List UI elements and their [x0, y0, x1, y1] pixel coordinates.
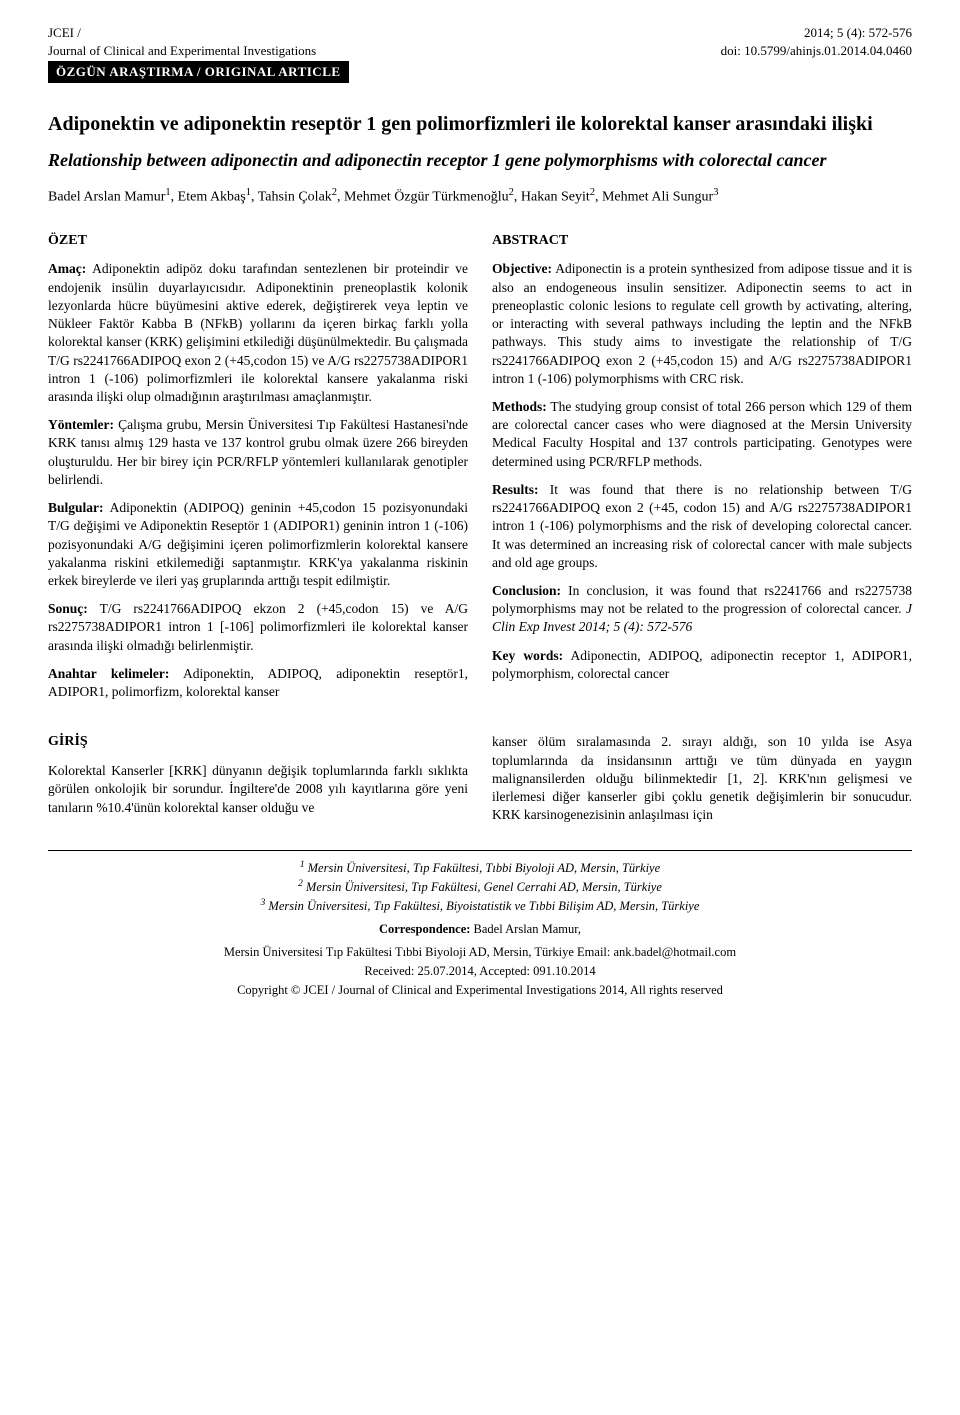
title-turkish: Adiponektin ve adiponektin reseptör 1 ge… — [48, 111, 912, 137]
ozet-keywords-label: Anahtar kelimeler: — [48, 666, 169, 681]
abstract-column: ABSTRACT Objective: Adiponectin is a pro… — [492, 232, 912, 712]
conclusion-label: Conclusion: — [492, 583, 561, 598]
giris-right-text: kanser ölüm sıralamasında 2. sırayı aldı… — [492, 733, 912, 824]
authors-line: Badel Arslan Mamur1, Etem Akbaş1, Tahsin… — [48, 186, 912, 208]
ozet-sonuc: Sonuç: T/G rs2241766ADIPOQ ekzon 2 (+45,… — [48, 600, 468, 655]
abstract-conclusion: Conclusion: In conclusion, it was found … — [492, 582, 912, 637]
journal-left: JCEI / Journal of Clinical and Experimen… — [48, 24, 316, 59]
affiliations-block: 1 Mersin Üniversitesi, Tıp Fakültesi, Tı… — [48, 850, 912, 999]
giris-right: kanser ölüm sıralamasında 2. sırayı aldı… — [492, 733, 912, 824]
abstract-keywords-label: Key words: — [492, 648, 563, 663]
title-english: Relationship between adiponectin and adi… — [48, 149, 912, 172]
giris-section: GİRİŞ Kolorektal Kanserler [KRK] dünyanı… — [48, 733, 912, 824]
abstract-keywords: Key words: Adiponectin, ADIPOQ, adiponec… — [492, 647, 912, 683]
title-block: Adiponektin ve adiponektin reseptör 1 ge… — [48, 111, 912, 208]
abstract-heading: ABSTRACT — [492, 232, 912, 251]
bulgular-label: Bulgular: — [48, 500, 104, 515]
results-label: Results: — [492, 482, 539, 497]
abstract-methods: Methods: The studying group consist of t… — [492, 398, 912, 471]
article-type-tag: ÖZGÜN ARAŞTIRMA / ORIGINAL ARTICLE — [48, 61, 349, 83]
objective-text: Adiponectin is a protein synthesized fro… — [492, 261, 912, 385]
sonuc-label: Sonuç: — [48, 601, 88, 616]
abstract-objective: Objective: Adiponectin is a protein synt… — [492, 260, 912, 388]
correspondence-address: Mersin Üniversitesi Tıp Fakültesi Tıbbi … — [48, 944, 912, 961]
abstract-results: Results: It was found that there is no r… — [492, 481, 912, 572]
affiliation-1: 1 Mersin Üniversitesi, Tıp Fakültesi, Tı… — [48, 859, 912, 877]
correspondence-name: Badel Arslan Mamur, — [470, 922, 581, 936]
ozet-heading: ÖZET — [48, 232, 468, 251]
journal-issue: 2014; 5 (4): 572-576 — [721, 24, 912, 42]
copyright-line: Copyright © JCEI / Journal of Clinical a… — [48, 982, 912, 999]
journal-header: JCEI / Journal of Clinical and Experimen… — [48, 24, 912, 59]
results-text: It was found that there is no relationsh… — [492, 482, 912, 570]
journal-abbrev: JCEI / — [48, 24, 316, 42]
giris-left: GİRİŞ Kolorektal Kanserler [KRK] dünyanı… — [48, 733, 468, 824]
giris-heading: GİRİŞ — [48, 733, 468, 752]
methods-text: The studying group consist of total 266 … — [492, 399, 912, 469]
ozet-bulgular: Bulgular: Adiponektin (ADIPOQ) geninin +… — [48, 499, 468, 590]
bulgular-text: Adiponektin (ADIPOQ) geninin +45,codon 1… — [48, 500, 468, 588]
ozet-keywords: Anahtar kelimeler: Adiponektin, ADIPOQ, … — [48, 665, 468, 701]
journal-right: 2014; 5 (4): 572-576 doi: 10.5799/ahinjs… — [721, 24, 912, 59]
correspondence: Correspondence: Badel Arslan Mamur, — [48, 921, 912, 938]
methods-label: Methods: — [492, 399, 547, 414]
journal-full: Journal of Clinical and Experimental Inv… — [48, 42, 316, 60]
received-accepted: Received: 25.07.2014, Accepted: 091.10.2… — [48, 963, 912, 980]
correspondence-label: Correspondence: — [379, 922, 470, 936]
affiliation-3: 3 Mersin Üniversitesi, Tıp Fakültesi, Bi… — [48, 897, 912, 915]
yontem-label: Yöntemler: — [48, 417, 114, 432]
objective-label: Objective: — [492, 261, 552, 276]
amac-text: Adiponektin adipöz doku tarafından sente… — [48, 261, 468, 404]
ozet-amac: Amaç: Adiponektin adipöz doku tarafından… — [48, 260, 468, 406]
abstract-columns: ÖZET Amaç: Adiponektin adipöz doku taraf… — [48, 232, 912, 712]
ozet-yontem: Yöntemler: Çalışma grubu, Mersin Ünivers… — [48, 416, 468, 489]
sonuc-text: T/G rs2241766ADIPOQ ekzon 2 (+45,codon 1… — [48, 601, 468, 652]
ozet-column: ÖZET Amaç: Adiponektin adipöz doku taraf… — [48, 232, 468, 712]
giris-left-text: Kolorektal Kanserler [KRK] dünyanın deği… — [48, 762, 468, 817]
affiliation-2: 2 Mersin Üniversitesi, Tıp Fakültesi, Ge… — [48, 878, 912, 896]
amac-label: Amaç: — [48, 261, 86, 276]
journal-doi: doi: 10.5799/ahinjs.01.2014.04.0460 — [721, 42, 912, 60]
